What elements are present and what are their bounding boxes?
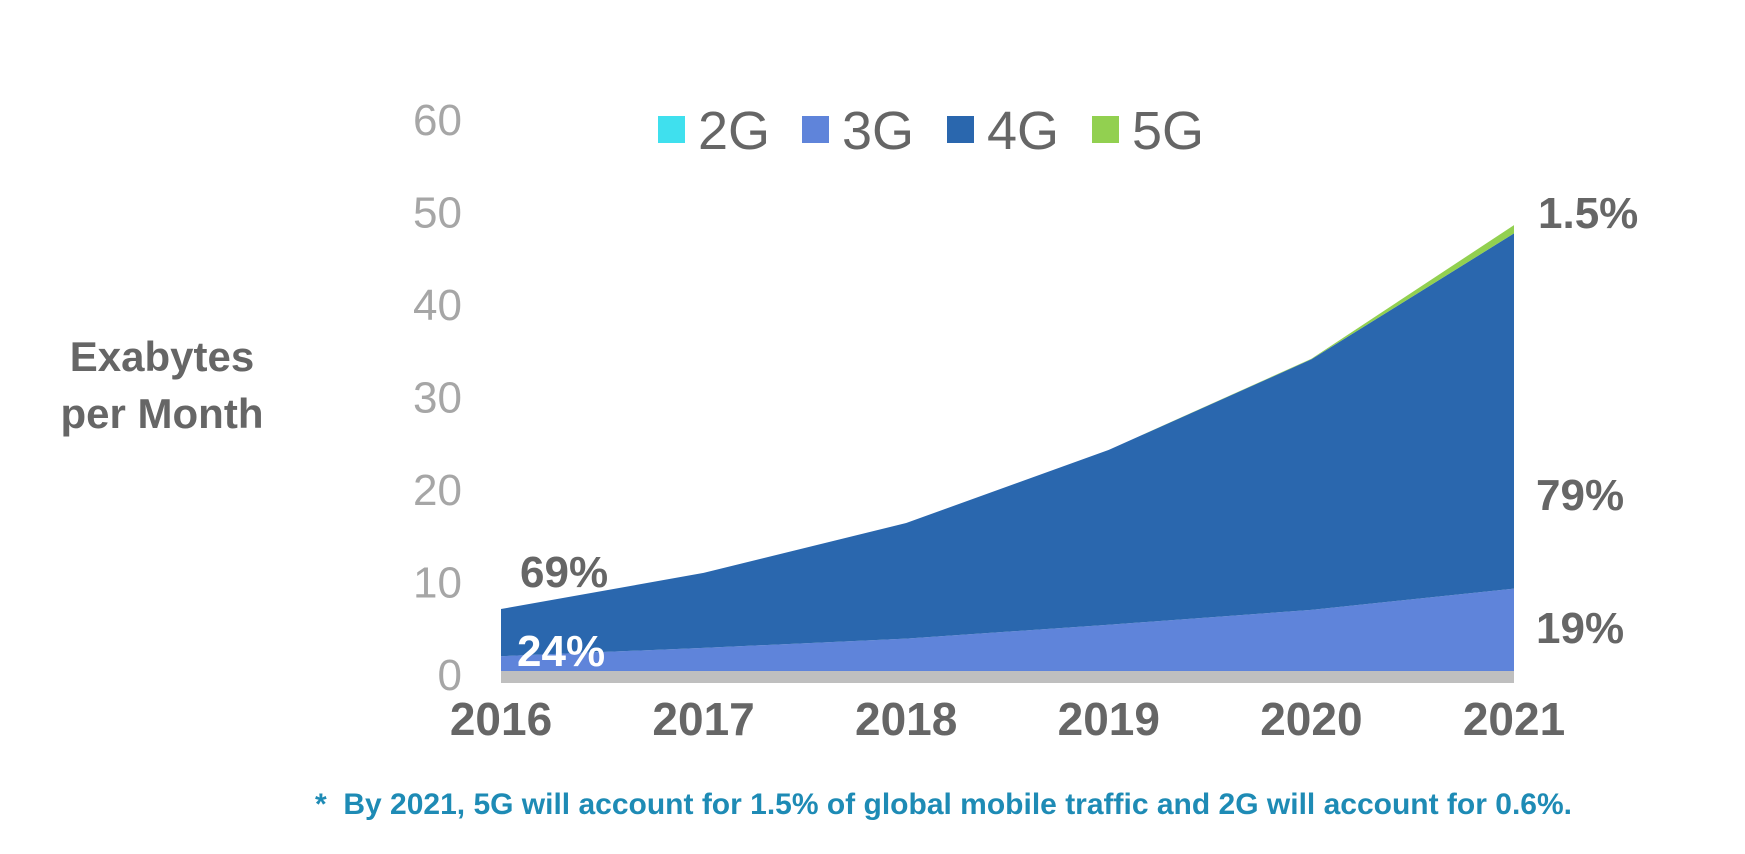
area-layers xyxy=(501,225,1514,683)
area-2g xyxy=(501,671,1514,683)
area-4g xyxy=(501,233,1514,657)
y-axis-label-line-2: per Month xyxy=(61,390,264,437)
area-3g xyxy=(501,588,1514,671)
legend-label-3g: 3G xyxy=(842,101,914,161)
legend-swatch-4g xyxy=(947,116,974,143)
legend-swatch-5g xyxy=(1092,116,1119,143)
annotation-5g-2021: 1.5% xyxy=(1538,189,1638,238)
y-tick-label: 30 xyxy=(413,374,462,423)
y-tick-label: 10 xyxy=(413,559,462,608)
x-tick-label: 2017 xyxy=(652,693,754,745)
legend-swatch-3g xyxy=(802,116,829,143)
x-tick-label: 2020 xyxy=(1260,693,1362,745)
y-tick-label: 60 xyxy=(413,96,462,145)
legend: 2G 3G 4G 5G xyxy=(658,101,1204,161)
y-tick-label: 40 xyxy=(413,281,462,330)
y-axis-ticks: 0 10 20 30 40 50 60 xyxy=(413,96,462,700)
legend-label-5g: 5G xyxy=(1132,101,1204,161)
legend-label-4g: 4G xyxy=(987,101,1059,161)
x-tick-label: 2018 xyxy=(855,693,957,745)
annotation-4g-2021: 79% xyxy=(1536,471,1624,520)
annotation-3g-2021: 19% xyxy=(1536,604,1624,653)
y-tick-label: 50 xyxy=(413,189,462,238)
x-tick-label: 2016 xyxy=(450,693,552,745)
footnote: * By 2021, 5G will account for 1.5% of g… xyxy=(315,788,1572,821)
x-tick-label: 2021 xyxy=(1463,693,1565,745)
annotation-3g-2016: 24% xyxy=(517,627,605,676)
legend-label-2g: 2G xyxy=(698,101,770,161)
annotation-4g-2016: 69% xyxy=(520,548,608,597)
y-axis-label-line-1: Exabytes xyxy=(70,333,254,380)
x-tick-label: 2019 xyxy=(1058,693,1160,745)
y-tick-label: 0 xyxy=(438,651,462,700)
x-axis-ticks: 2016 2017 2018 2019 2020 2021 xyxy=(450,693,1565,745)
y-tick-label: 20 xyxy=(413,466,462,515)
legend-swatch-2g xyxy=(658,116,685,143)
